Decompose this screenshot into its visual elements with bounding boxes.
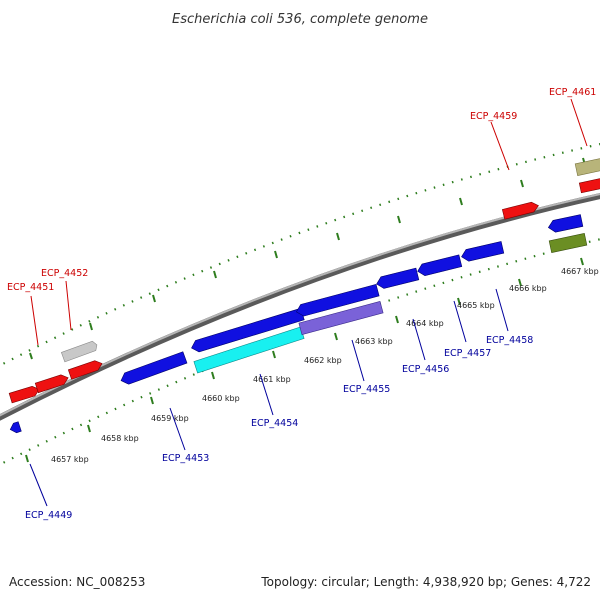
map-title: Escherichia coli 536, complete genome [172, 12, 428, 27]
gene-arrow[interactable] [547, 214, 584, 234]
accession-text: Accession: NC_008253 [9, 575, 145, 589]
gene-label: ECP_4452 [41, 268, 88, 279]
tick-label: 4667 kbp [561, 267, 599, 276]
gene-arrow[interactable] [416, 254, 463, 277]
outer-tick-track [0, 142, 600, 367]
gene-arrow[interactable] [501, 201, 539, 220]
tick-label: 4663 kbp [355, 337, 393, 346]
genome-summary-text: Topology: circular; Length: 4,938,920 bp… [260, 575, 591, 589]
gene-arrow[interactable] [8, 385, 41, 404]
gene-arrow[interactable] [295, 283, 380, 317]
gene-arrow[interactable] [548, 233, 588, 253]
gene-label: ECP_4454 [251, 418, 298, 429]
tick-label: 4664 kbp [406, 319, 444, 328]
gene-label: ECP_4453 [162, 453, 209, 464]
tick-label: 4666 kbp [509, 284, 547, 293]
forward-strand-genes [8, 155, 600, 404]
gene-label: ECP_4459 [470, 111, 517, 122]
gene-arrow[interactable] [298, 300, 384, 336]
gene-arrow[interactable] [574, 155, 600, 176]
gene-label: ECP_4455 [343, 384, 390, 395]
gene-label: ECP_4456 [402, 364, 449, 375]
tick-label: 4661 kbp [253, 375, 291, 384]
tick-label: 4657 kbp [51, 455, 89, 464]
reverse-strand-genes [9, 214, 588, 435]
gene-arrow[interactable] [9, 421, 22, 435]
gene-arrow[interactable] [375, 267, 420, 290]
tick-label: 4662 kbp [304, 356, 342, 365]
gene-arrow[interactable] [60, 340, 98, 363]
tick-labels: 4657 kbp 4658 kbp 4659 kbp 4660 kbp 4661… [51, 267, 599, 464]
gene-label: ECP_4461 [549, 87, 596, 98]
gene-arrow[interactable] [119, 351, 188, 387]
forward-gene-labels: ECP_4451 ECP_4452 ECP_4459 ECP_4461 [7, 87, 596, 293]
tick-label: 4665 kbp [457, 301, 495, 310]
reverse-label-leaders [29, 288, 509, 507]
gene-arrow[interactable] [193, 326, 305, 374]
gene-arrow[interactable] [34, 373, 69, 394]
gene-label: ECP_4457 [444, 348, 491, 359]
gene-arrow[interactable] [67, 359, 103, 380]
forward-label-leaders [30, 98, 588, 346]
tick-label: 4659 kbp [151, 414, 189, 423]
gene-label: ECP_4451 [7, 282, 54, 293]
gene-arrow[interactable] [460, 241, 505, 262]
gene-label: ECP_4449 [25, 510, 72, 521]
gene-label: ECP_4458 [486, 335, 533, 346]
tick-label: 4660 kbp [202, 394, 240, 403]
gene-arrow[interactable] [578, 176, 600, 194]
reverse-gene-labels: ECP_4449 ECP_4453 ECP_4454 ECP_4455 ECP_… [25, 335, 533, 521]
tick-label: 4658 kbp [101, 434, 139, 443]
